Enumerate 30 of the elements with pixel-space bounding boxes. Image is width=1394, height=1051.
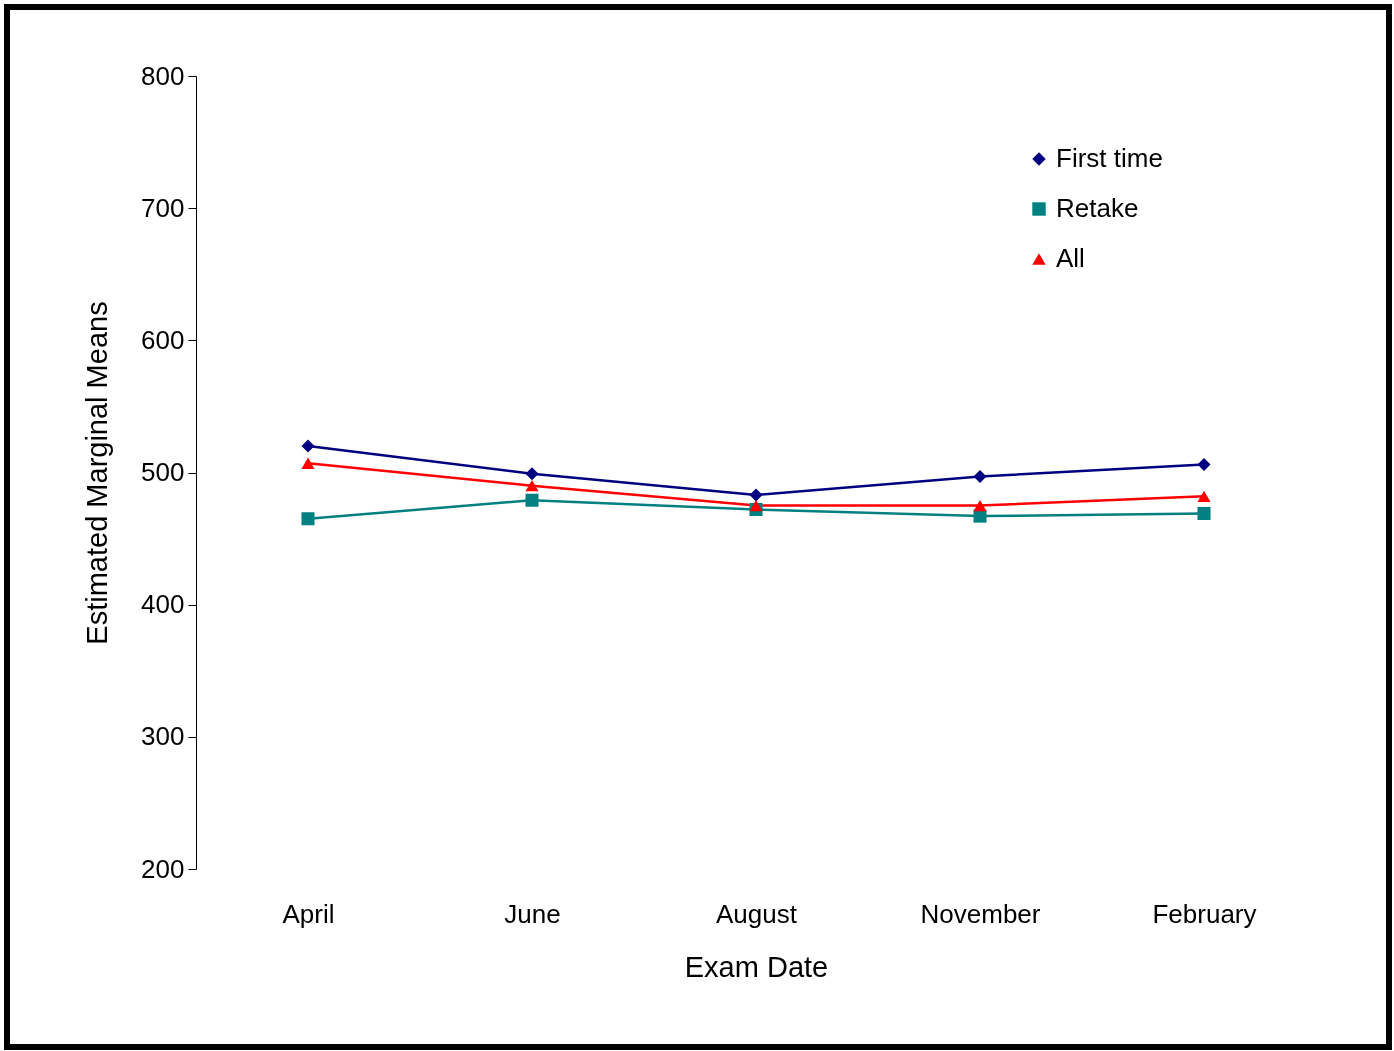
legend-label: Retake: [1056, 193, 1139, 223]
y-tick-label: 700: [141, 192, 185, 223]
point: [749, 499, 763, 512]
y-tick-label: 300: [141, 721, 185, 752]
point: [1197, 506, 1211, 520]
x-tick-label: June: [504, 898, 561, 929]
x-axis-title: Exam Date: [684, 950, 829, 983]
point: [525, 480, 539, 492]
point: [301, 439, 315, 453]
x-tick-label: August: [716, 898, 798, 929]
x-tick-label: April: [282, 898, 335, 929]
point: [973, 469, 987, 483]
y-tick-label: 400: [141, 589, 185, 620]
x-tick-label: November: [920, 898, 1041, 929]
y-tick-label: 500: [141, 457, 185, 487]
point: [973, 499, 987, 512]
x-tick-label: February: [1152, 898, 1257, 929]
point: [525, 467, 539, 481]
y-tick-label: 800: [141, 60, 185, 91]
legend-label: All: [1056, 243, 1085, 273]
y-tick-label: 600: [141, 324, 185, 355]
point: [1197, 458, 1211, 472]
point: [525, 493, 539, 507]
point: [749, 488, 763, 502]
legend-label: First time: [1056, 143, 1163, 173]
point: [301, 512, 315, 526]
point: [301, 457, 315, 469]
y-tick-label: 200: [141, 853, 185, 884]
point: [1197, 490, 1211, 502]
y-axis-title: Estimated Marginal Means: [81, 301, 114, 645]
